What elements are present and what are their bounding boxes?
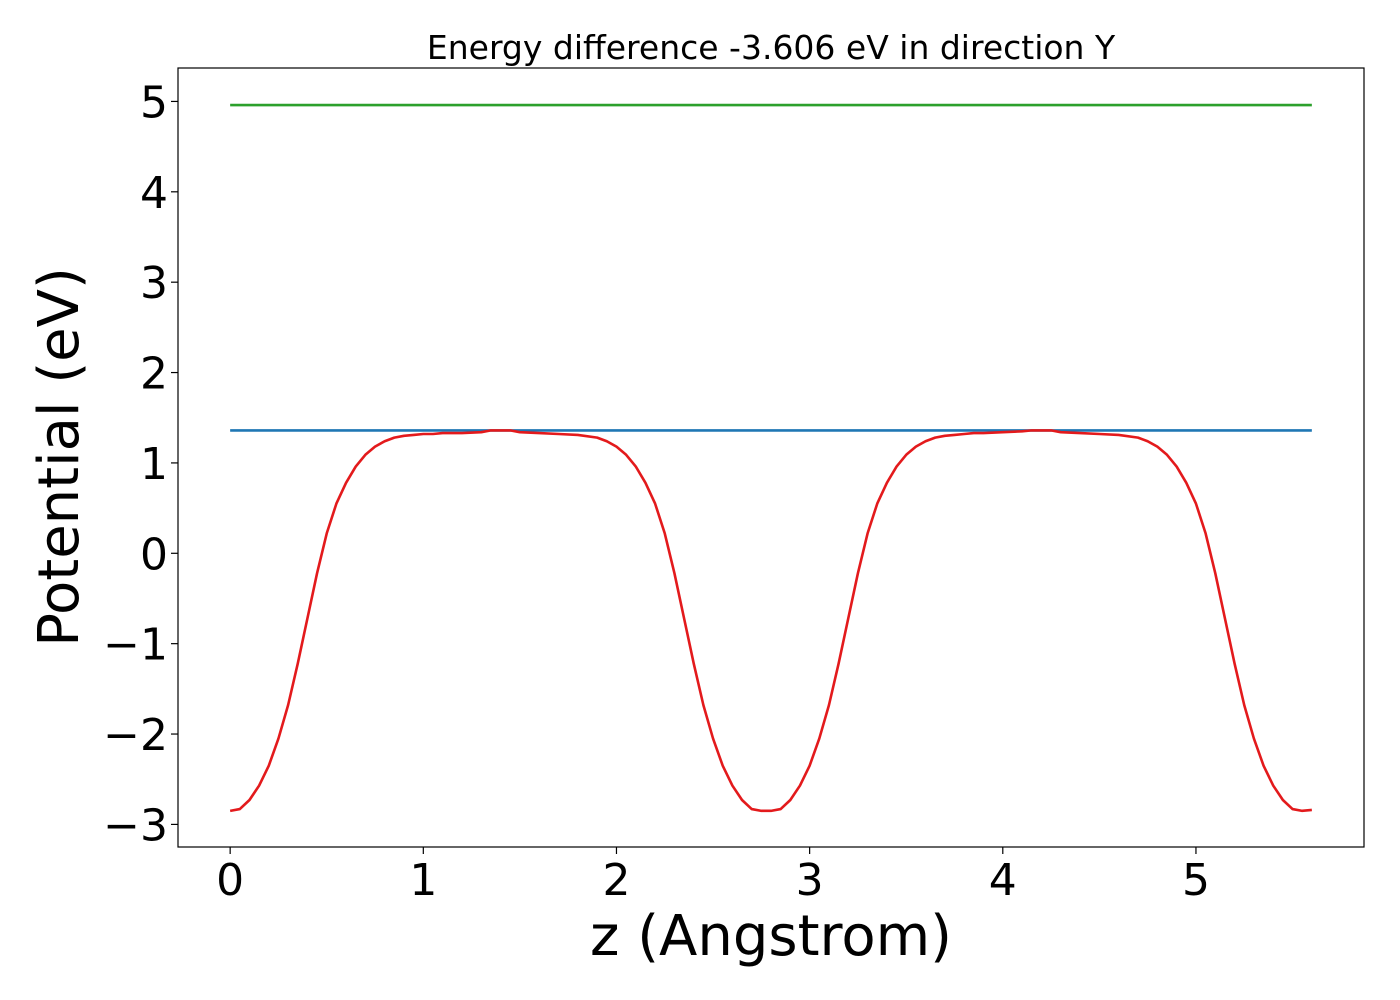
y-axis-label: Potential (eV)	[27, 267, 92, 647]
x-axis-label: z (Angstrom)	[590, 904, 952, 969]
series-layer	[229, 103, 1312, 813]
y-tick-label: 3	[140, 258, 168, 309]
y-tick-label: −2	[103, 710, 168, 761]
x-tick-label: 0	[216, 855, 244, 906]
y-tick-label: 2	[140, 349, 168, 400]
y-tick-label: 4	[140, 168, 168, 219]
x-tick-label: 2	[602, 855, 630, 906]
x-tick-label: 3	[796, 855, 824, 906]
x-tick-label: 4	[989, 855, 1017, 906]
y-axis: 5 4 3 2 1 0 −1 −2 −3	[103, 77, 178, 851]
y-tick-label: 1	[140, 439, 168, 490]
y-tick-label: −3	[103, 800, 168, 851]
y-tick-label: 5	[140, 77, 168, 128]
y-tick-label: −1	[103, 620, 168, 671]
series-line-2	[229, 429, 1312, 813]
x-axis: 0 1 2 3 4 5	[216, 847, 1210, 906]
chart-title: Energy difference -3.606 eV in direction…	[427, 28, 1116, 67]
plot-frame	[177, 67, 1365, 848]
y-tick-label: 0	[140, 529, 168, 580]
x-tick-label: 1	[409, 855, 437, 906]
x-tick-label: 5	[1182, 855, 1210, 906]
